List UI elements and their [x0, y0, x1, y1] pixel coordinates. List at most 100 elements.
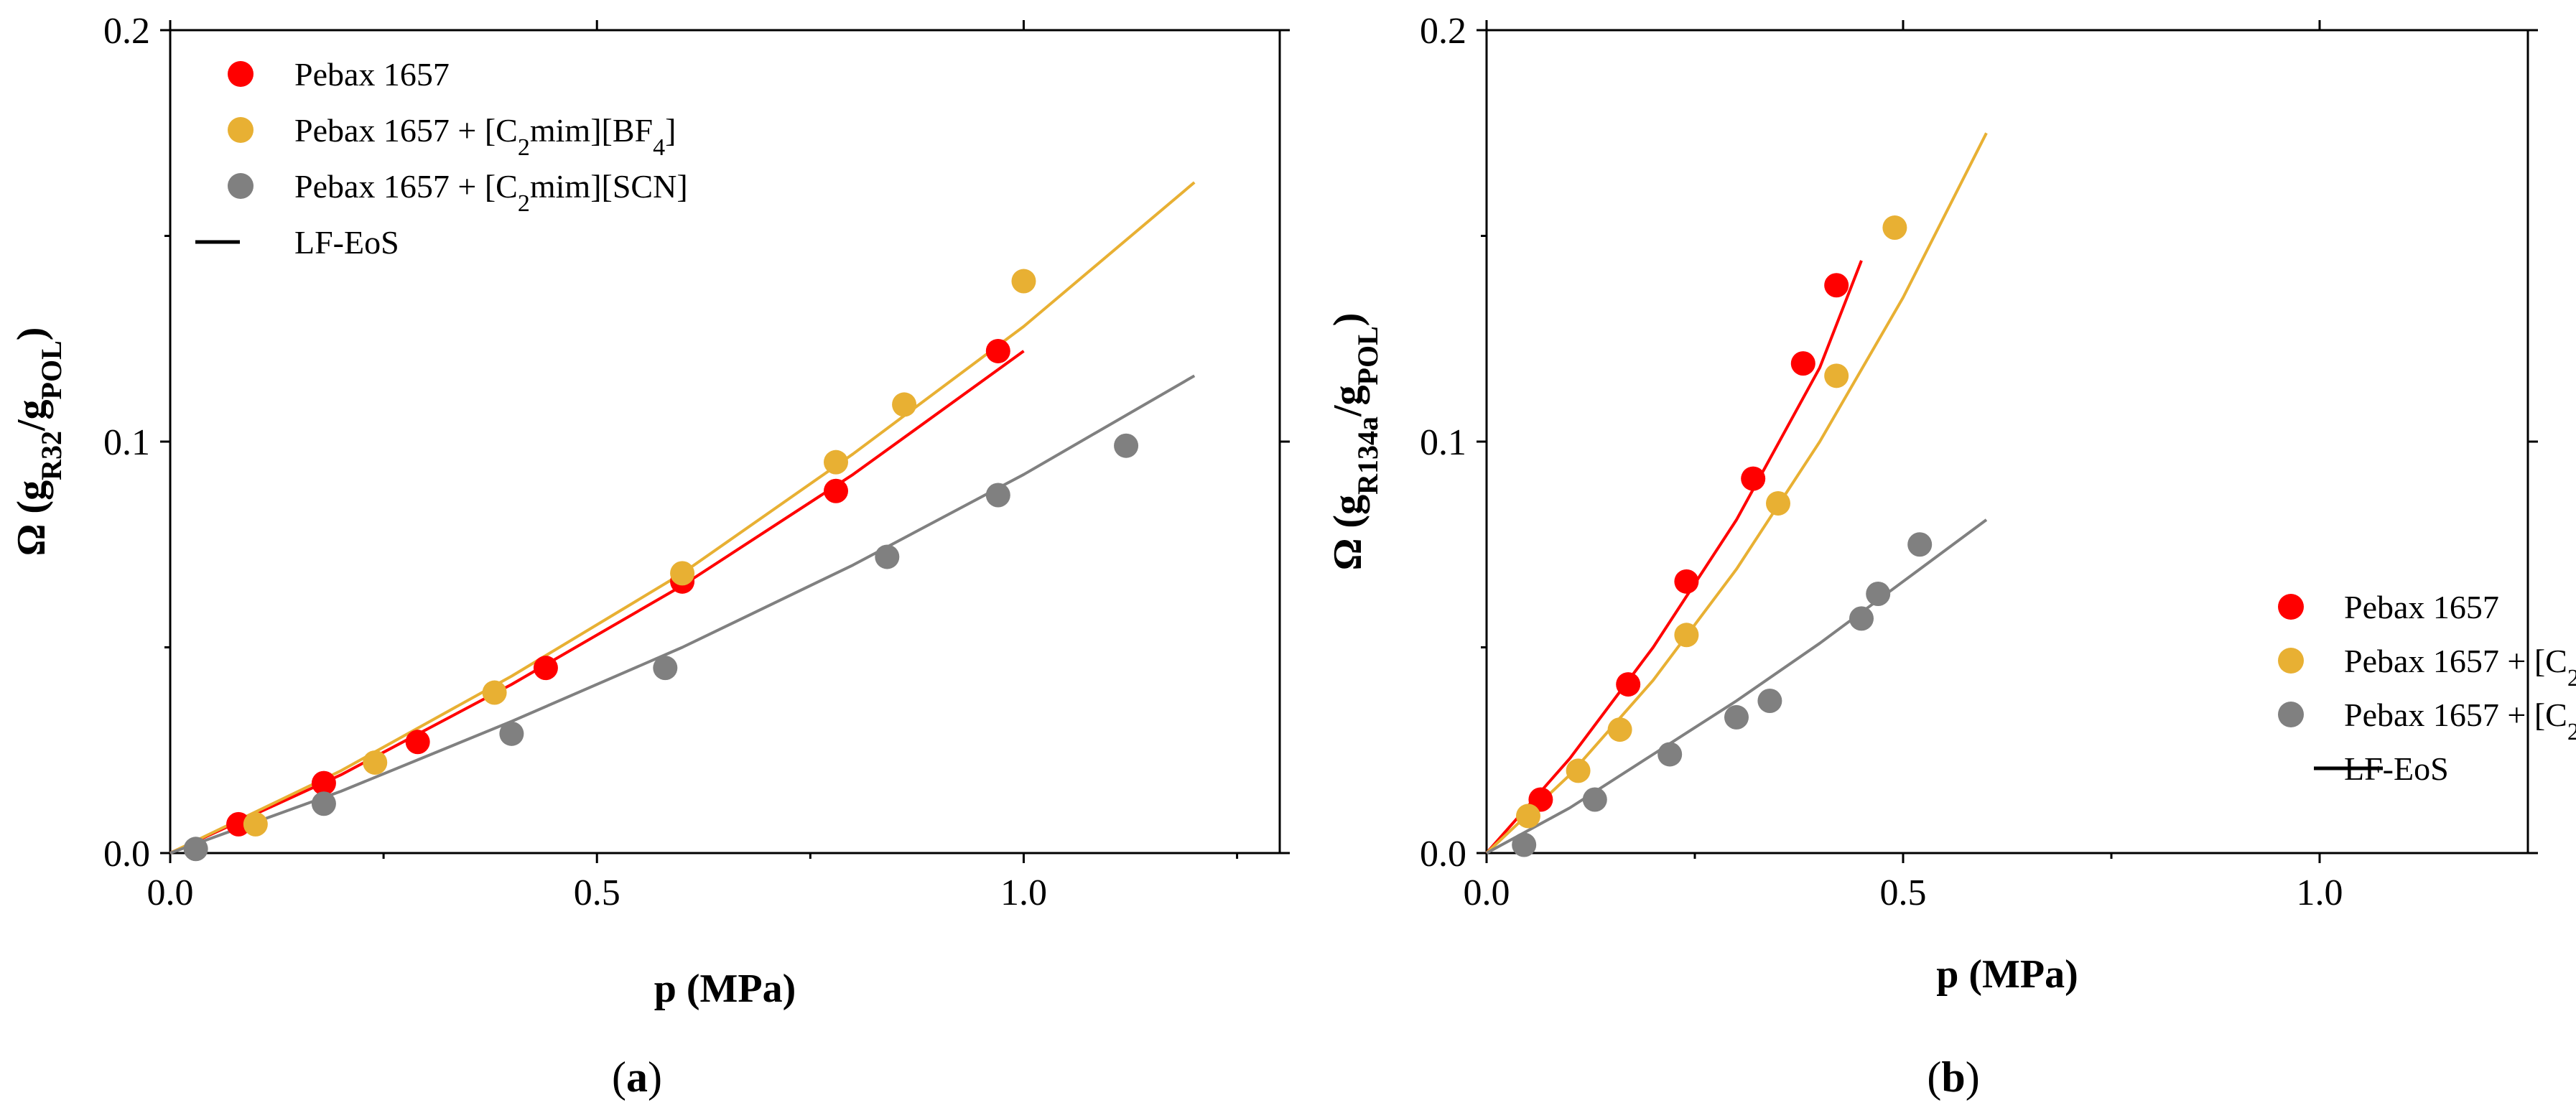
panel-a-series-1-data-point	[482, 680, 507, 705]
panel-a-series-1-fit-line	[169, 181, 1196, 854]
panel-b-series-2-fit-line	[1486, 518, 1988, 854]
panel-label-paren: (	[1927, 1053, 1941, 1101]
panel-a-series-0-data-point	[311, 770, 336, 796]
panel-b-x-tick-label: 1.0	[2297, 872, 2343, 913]
legend-text-part: Pebax 1657	[294, 56, 450, 93]
y-title-mid: /g	[9, 399, 54, 432]
panel-b-series-0-data-point	[1674, 569, 1699, 594]
legend-text-part: ]	[665, 112, 676, 149]
panel-b-series-1-data-point	[1882, 215, 1907, 241]
panel-b-series-2-data-point	[1582, 787, 1607, 812]
panel-b-x-axis-title: p (MPa)	[1936, 952, 2078, 997]
panel-a-x-tick-label: 1.0	[1000, 872, 1047, 913]
panel-b-series-2-data-point	[1866, 582, 1891, 607]
panel-a-series-1-data-point	[1011, 269, 1036, 294]
y-title-prefix: Ω (g	[1326, 495, 1370, 571]
panel-b-series-1-data-point	[1566, 758, 1591, 783]
panel-a-legend-label: Pebax 1657 + [C2mim][BF4]	[294, 112, 676, 161]
y-title-subscript: R32	[35, 431, 68, 480]
panel-a-y-tick-label: 0.0	[103, 834, 150, 875]
panel-a: 0.0 0.5 1.0 0.0 0.1 0.2 p (MPa) Ω (gR32/gPOL) Pe…	[9, 11, 1290, 1101]
panel-b-series-0-data-point	[1741, 466, 1766, 491]
panel-b: 0.0 0.5 1.0 0.0 0.1 0.2 p (MPa) Ω (gR134a/gPOL)…	[1326, 11, 2576, 1101]
panel-b-legend-label: Pebax 1657	[2344, 589, 2499, 625]
panel-b-y-tick-label: 0.2	[1420, 11, 1466, 52]
panel-b-panel-label: (b)	[1927, 1053, 1979, 1101]
panel-b-series-0-data-point	[1790, 351, 1815, 376]
legend-text-part: Pebax 1657 + [C	[294, 112, 518, 149]
panel-b-legend-marker	[2278, 594, 2304, 620]
panel-a-y-tick-label: 0.1	[103, 422, 150, 463]
panel-a-series-2-data-point	[183, 837, 208, 862]
panel-a-legend-label: Pebax 1657	[294, 56, 450, 93]
panel-label-paren: (	[612, 1053, 626, 1101]
panel-a-series-1-data-point	[824, 450, 848, 475]
panel-a-legend-label: LF-EoS	[294, 224, 399, 261]
panel-a-legend-marker	[228, 61, 254, 87]
panel-a-series-1-data-point	[670, 561, 695, 586]
legend-subscript: 4	[653, 134, 665, 161]
panel-a-series-2-data-point	[653, 656, 678, 681]
panel-a-series-0-data-point	[824, 478, 848, 503]
panel-b-y-tick-label: 0.0	[1420, 834, 1466, 875]
legend-text-part: Pebax 1657 + [C	[2344, 697, 2567, 733]
legend-text-part: Pebax 1657	[2344, 589, 2499, 625]
panel-a-legend-marker	[228, 173, 254, 199]
panel-b-legend: Pebax 1657 Pebax 1657 + [C2mim][BF4] Pebax…	[2278, 589, 2576, 787]
panel-b-legend-marker	[2278, 702, 2304, 727]
panel-b-x-tick-label: 0.5	[1880, 872, 1927, 913]
panel-b-series-2-data-point	[1849, 606, 1874, 631]
panel-a-series-2-data-point	[875, 544, 900, 569]
y-title-mid: /g	[1326, 385, 1370, 417]
panel-b-series-1-data-point	[1607, 717, 1632, 742]
panel-a-legend-label: Pebax 1657 + [C2mim][SCN]	[294, 168, 688, 217]
panel-a-series-0-fit-line	[169, 350, 1025, 854]
panel-a-plot-frame	[169, 29, 1281, 854]
panel-b-series-0-data-point	[1616, 672, 1641, 697]
panel-b-legend-marker	[2278, 648, 2304, 674]
panel-a-series-0-data-point	[985, 338, 1010, 363]
panel-label-paren: )	[1966, 1053, 1980, 1101]
y-title-suffix: )	[1326, 313, 1370, 327]
panel-a-series-0-data-point	[405, 730, 430, 755]
panel-a-series-0-data-point	[226, 811, 251, 837]
panel-b-legend-label: Pebax 1657 + [C2mim][BF4]	[2344, 643, 2576, 691]
panel-a-series-2-data-point	[499, 721, 524, 746]
panel-label-paren: )	[648, 1053, 662, 1101]
panel-b-series-1-data-point	[1516, 804, 1540, 829]
legend-text-part: LF-EoS	[2344, 750, 2449, 787]
panel-b-series-2-data-point	[1657, 742, 1683, 767]
panel-b-series-2-data-point	[1724, 704, 1749, 730]
panel-b-x-tick-label: 0.0	[1464, 872, 1510, 913]
panel-label-letter: a	[626, 1053, 648, 1101]
panel-a-x-axis-title: p (MPa)	[654, 967, 796, 1011]
panel-a-series-0-data-point	[533, 656, 558, 681]
panel-b-series-1-data-point	[1766, 490, 1790, 516]
panel-a-x-tick-label: 0.5	[574, 872, 620, 913]
legend-subscript: 2	[2567, 719, 2576, 745]
panel-b-series-2-data-point	[1907, 532, 1933, 557]
panel-a-legend-marker	[228, 117, 254, 143]
panel-b-series-1-fit-line	[1485, 132, 1988, 854]
panel-b-legend-label: Pebax 1657 + [C2mim][SCN]	[2344, 697, 2576, 745]
legend-text-part: mim][BF	[530, 112, 653, 149]
panel-a-x-tick-label: 0.0	[147, 872, 194, 913]
panel-b-series-2-data-point	[1757, 688, 1782, 713]
panel-b-y-tick-label: 0.1	[1420, 422, 1466, 463]
panel-a-y-axis-title: Ω (gR32/gPOL)	[9, 327, 68, 556]
legend-subscript: 2	[518, 190, 530, 217]
panel-a-panel-label: (a)	[612, 1053, 662, 1101]
legend-text-part: Pebax 1657 + [C	[294, 168, 518, 205]
panel-a-series-1-data-point	[892, 392, 917, 417]
panel-b-series-0-data-point	[1824, 273, 1849, 298]
panel-a-series-2-data-point	[1114, 433, 1139, 458]
y-title-subscript: POL	[1352, 326, 1384, 385]
panel-b-y-axis-title: Ω (gR134a/gPOL)	[1326, 313, 1384, 571]
y-title-prefix: Ω (g	[9, 480, 54, 556]
panel-a-series-1-data-point	[363, 750, 388, 775]
legend-subscript: 2	[518, 134, 530, 161]
panel-label-letter: b	[1941, 1053, 1965, 1101]
y-title-subscript: R134a	[1352, 416, 1384, 495]
